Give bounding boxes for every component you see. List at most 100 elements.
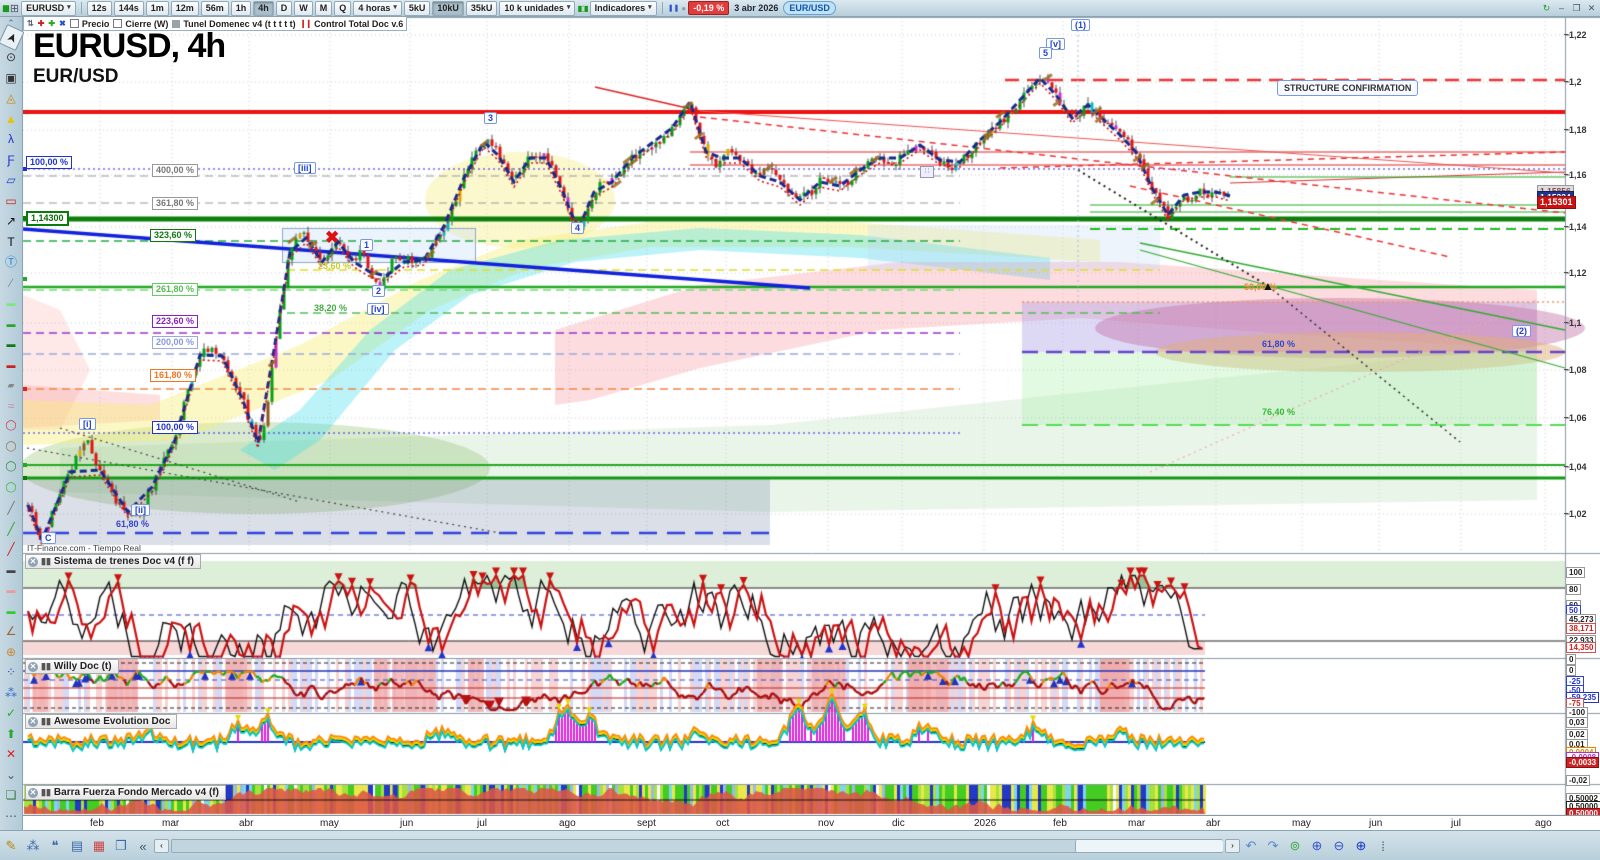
volume-button-35kU[interactable]: 35kU — [465, 0, 498, 16]
alert-pointer-tool[interactable]: ◬ — [6, 91, 16, 106]
fib-tool-handle[interactable]: ∷ — [920, 166, 934, 178]
panel-header-1[interactable]: ✕ ▮▮ Willy Doc (t) — [25, 659, 119, 674]
ruler-tool[interactable]: ▰ — [7, 380, 15, 391]
fib-fan-tool[interactable]: Ƒ — [7, 152, 15, 167]
timeframe-button-Q[interactable]: Q — [334, 0, 352, 16]
panel-close-icon[interactable]: ✕ — [28, 661, 38, 672]
add-down[interactable]: ✚ — [48, 19, 56, 28]
fib-retracement-tool[interactable]: λ — [8, 132, 14, 147]
legend-item-0[interactable]: Precio — [69, 19, 109, 29]
panel-header-2[interactable]: ✕ ▮▮ Awesome Evolution Doc — [25, 714, 178, 729]
redo-icon[interactable]: ↷ — [1267, 838, 1279, 853]
wave-label[interactable]: [i] — [79, 418, 96, 430]
volume-button-5kU[interactable]: 5kU — [403, 0, 431, 16]
legend-item-1[interactable]: Cierre (W) — [113, 19, 168, 29]
close-button[interactable]: ✕ — [1587, 2, 1596, 13]
timeframe-button-12m[interactable]: 12m — [170, 0, 199, 16]
trendline-green-tool[interactable]: ╱ — [7, 521, 15, 536]
wave-label[interactable]: 2 — [372, 285, 386, 297]
ellipse-red-tool[interactable]: ◯ — [5, 420, 17, 432]
time-axis[interactable]: feb mar abr may jun jul ago sept oct nov dic 2026 fe… — [23, 815, 1600, 831]
legend-item-3[interactable]: ❙❙ Control Total Doc v.6 — [300, 19, 404, 29]
restore-button[interactable]: ❐ — [1572, 2, 1581, 13]
panel-header-3[interactable]: ✕ ▮▮ Barra Fuerza Fondo Mercado v4 (f) — [25, 785, 226, 800]
stats-icon[interactable]: ▦ — [92, 838, 106, 853]
zoom-out-icon[interactable]: ⊖ — [1333, 838, 1345, 853]
arrow-tool[interactable]: ↗ — [5, 214, 17, 229]
zoom-window-tool[interactable]: ▣ — [5, 70, 17, 85]
indicators-button[interactable]: Indicadores — [589, 0, 657, 16]
panel-close-icon[interactable]: ✕ — [28, 556, 38, 567]
horizontal-scrollbar[interactable] — [171, 839, 1223, 853]
validate-tool[interactable]: ✓ — [5, 706, 17, 721]
hline-red-tool[interactable]: ▬ — [6, 359, 16, 370]
timeframe-button-4h[interactable]: 4h — [253, 0, 274, 16]
collapse-up-icon[interactable]: ⌃ — [7, 18, 15, 28]
wave-label[interactable]: [ii] — [131, 504, 150, 516]
report-icon[interactable]: ▤ — [70, 838, 84, 853]
timeframe-button-M[interactable]: M — [314, 0, 333, 16]
more-tools[interactable]: ⋯ — [5, 808, 17, 823]
zoom-select-icon[interactable]: ⊕ — [1311, 838, 1323, 853]
share-icon[interactable]: ⁂ — [26, 838, 40, 853]
wave-label[interactable]: (1) — [1071, 19, 1090, 31]
structure-confirmation-label[interactable]: STRUCTURE CONFIRMATION — [1277, 80, 1419, 96]
refresh-button[interactable]: ↻ — [1542, 2, 1551, 13]
comment-icon[interactable]: ❝ — [51, 838, 59, 853]
hline-dark-green-tool[interactable]: ▬ — [6, 339, 16, 350]
timeframe-button-D[interactable]: D — [275, 0, 293, 16]
bar-dark-tool[interactable]: ▬ — [6, 564, 16, 575]
rectangle-tool[interactable]: ▭ — [5, 193, 17, 208]
ellipse-bright-green-tool[interactable]: ◯ — [5, 481, 17, 493]
layout-grid-icon[interactable]: ⊞ — [9, 2, 20, 15]
legend-item-2[interactable]: Tunel Domenec v4 (t t t t t) — [172, 19, 296, 29]
point-cloud-tool[interactable]: ⁘ — [5, 665, 17, 680]
chart-type-icon[interactable]: ▮▯▮ — [577, 3, 588, 13]
hline-light-green-tool[interactable]: ▬ — [6, 298, 16, 309]
alert-tool[interactable]: ▲ — [5, 111, 17, 126]
window-icon[interactable]: ❐ — [115, 838, 127, 853]
checkbox-icon[interactable] — [69, 19, 79, 28]
panel-close-icon[interactable]: ✕ — [28, 787, 38, 798]
zoom-in-icon[interactable]: ⊕ — [1355, 838, 1367, 853]
auto-zoom-icon[interactable]: ⊚ — [1289, 838, 1301, 853]
minimize-button[interactable]: – — [1558, 3, 1564, 13]
trendline-gray-tool[interactable]: ╱ — [7, 501, 15, 516]
angle-tool[interactable]: ∠ — [5, 624, 17, 639]
trendline-red-tool[interactable]: ╱ — [7, 542, 15, 557]
timeframe-button-1h[interactable]: 1h — [230, 0, 252, 16]
channel-tool[interactable]: ▱ — [6, 173, 16, 188]
ellipse-green-tool[interactable]: ◯ — [5, 461, 17, 473]
checkbox-icon[interactable] — [113, 19, 123, 28]
panel-close-icon[interactable]: ✕ — [28, 716, 38, 727]
wave-label[interactable]: 5 — [1039, 47, 1053, 59]
draw-icon[interactable]: ✎ — [5, 838, 17, 853]
volume-button-10kU[interactable]: 10kU — [432, 0, 464, 16]
bar-pink-tool[interactable]: ▬ — [6, 585, 16, 596]
wave-label[interactable]: C — [41, 532, 56, 544]
molecule-tool[interactable]: ⁂ — [5, 685, 17, 700]
panel-header-0[interactable]: ✕ ▮▮ Sistema de trenes Doc v4 (f f) — [25, 554, 201, 569]
ellipse-brown-tool[interactable]: ◯ — [5, 440, 17, 452]
axis-options-icon[interactable]: ⁞ — [1381, 838, 1385, 854]
pattern-tool[interactable]: ≈ — [7, 398, 15, 413]
collapse-icon[interactable]: « — [139, 838, 147, 854]
wave-label[interactable]: [iv] — [367, 303, 389, 315]
timeframe-dropdown[interactable]: 4 horas — [353, 0, 402, 16]
segment-tool[interactable]: ⁄ — [9, 275, 12, 290]
wave-label[interactable]: (2) — [1512, 325, 1531, 337]
like-tool[interactable]: ⬆ — [5, 726, 17, 741]
timeframe-button-56m[interactable]: 56m — [200, 0, 229, 16]
timeframe-button-144s[interactable]: 144s — [113, 0, 144, 16]
compress-toggle[interactable]: ⇅ — [27, 19, 34, 28]
pause-icon[interactable]: ❚❚ — [667, 5, 680, 12]
note-tool[interactable]: Ⓣ — [4, 255, 17, 270]
wave-label[interactable]: 1 — [360, 239, 374, 251]
bar-green-tool[interactable]: ▬ — [6, 605, 16, 616]
remove[interactable]: ✖ — [59, 19, 66, 28]
wave-label[interactable]: 3 — [484, 112, 498, 124]
zoom-tool[interactable]: ⊙ — [5, 50, 17, 65]
undo-icon[interactable]: ↶ — [1245, 838, 1257, 853]
wave-label[interactable]: [iii] — [294, 162, 316, 174]
